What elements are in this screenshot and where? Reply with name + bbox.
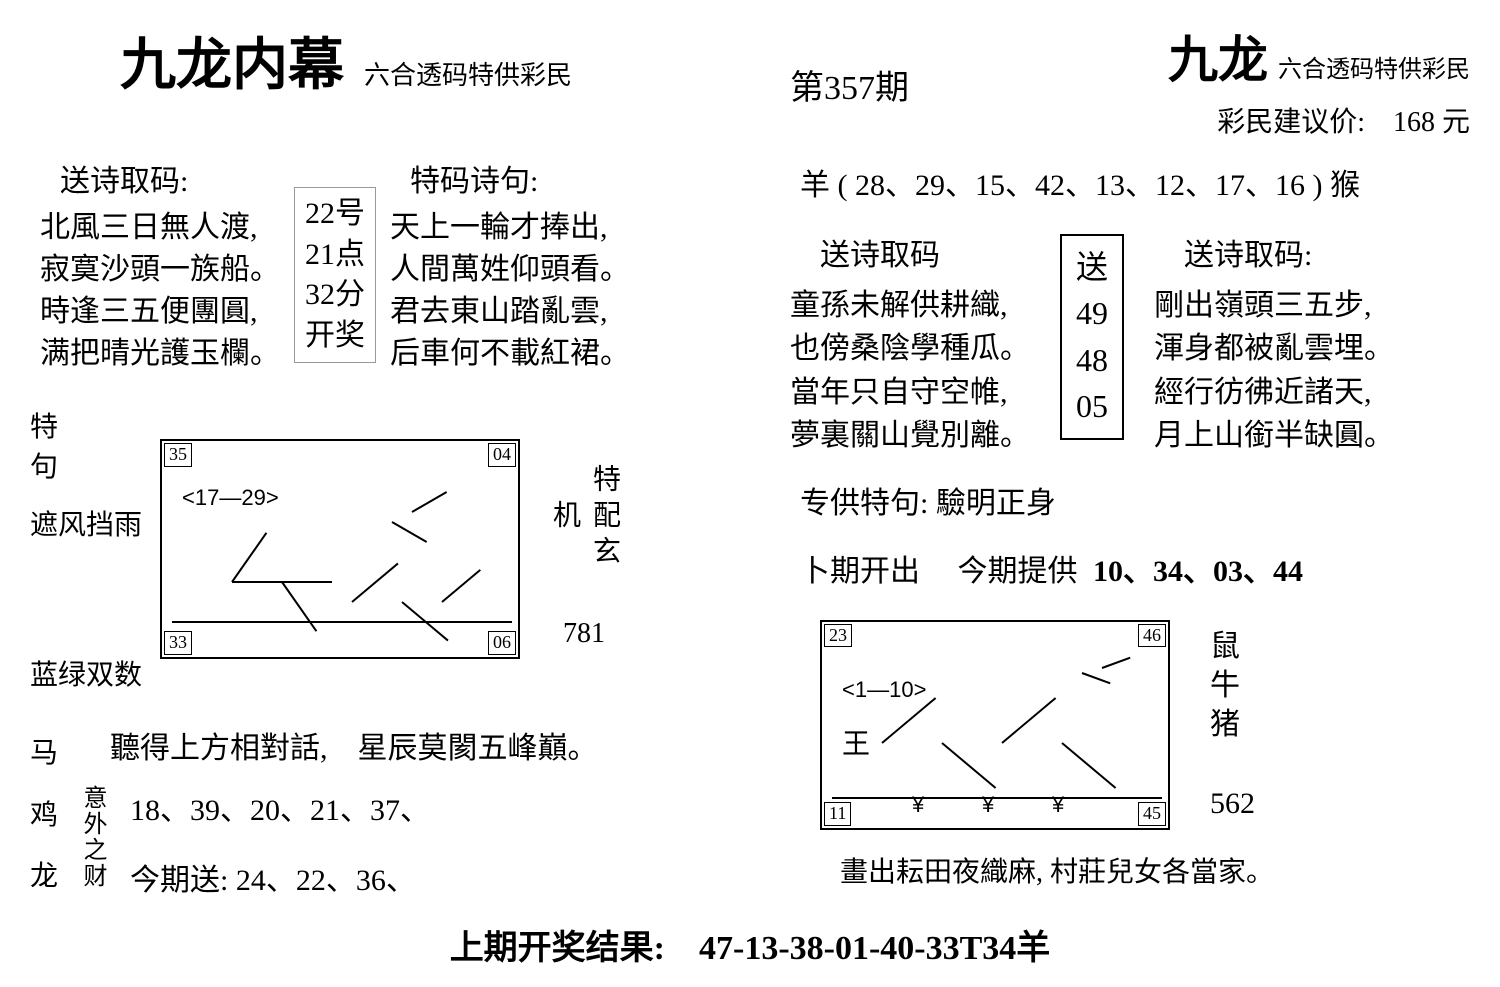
vlabel: 意外之财 xyxy=(80,785,104,925)
rscribble: <1—10> xyxy=(842,677,926,703)
corner-bl: 33 xyxy=(164,631,192,655)
poem-a-header: 送诗取码: xyxy=(60,161,280,203)
poem-a-l4: 满把晴光護玉欄。 xyxy=(40,333,280,375)
animal-c: 龙 xyxy=(30,846,80,908)
left-title: 九龙内幕 xyxy=(120,20,344,101)
poem-a: 送诗取码: 北風三日無人渡, 寂寞沙頭一族船。 時逢三五便團圓, 满把晴光護玉欄… xyxy=(40,161,280,375)
special-lbl: 专供特句: xyxy=(800,487,928,520)
brand-title: 九龙 xyxy=(1168,32,1268,88)
provide-nums: 10、34、03、44 xyxy=(1093,555,1303,588)
poem-a-l2: 寂寞沙頭一族船。 xyxy=(40,249,280,291)
ran-b: 牛 xyxy=(1210,666,1255,705)
side-right-num: 781 xyxy=(544,618,624,650)
rcorner-tl: 23 xyxy=(824,624,852,648)
rmid-b: 49 xyxy=(1076,290,1108,336)
rcorner-bl: 11 xyxy=(824,802,851,826)
right-side: 鼠 牛 猪 562 xyxy=(1210,627,1255,823)
right-midbox: 送 49 48 05 xyxy=(1060,234,1124,440)
mid-a: 22号 xyxy=(305,194,365,235)
poem-b-l1: 天上一輪才捧出, xyxy=(390,207,630,249)
brand: 九龙 六合透码特供彩民 彩民建议价: 168 元 xyxy=(1168,20,1470,140)
poem-d-header: 送诗取码: xyxy=(1184,234,1394,278)
animal-a: 马 xyxy=(30,723,80,785)
poem-b-l3: 君去東山踏亂雲, xyxy=(390,291,630,333)
ran-c: 猪 xyxy=(1210,705,1255,744)
numline: 羊 ( 28、29、15、42、13、12、17、16 ) 猴 xyxy=(800,160,1470,204)
left-side-labels: 特 句 遮风挡雨 蓝绿双数 xyxy=(30,405,160,693)
brand-sub: 六合透码特供彩民 xyxy=(1278,57,1470,83)
rmid-a: 送 xyxy=(1076,244,1108,290)
left-midbox: 22号 21点 32分 开奖 xyxy=(294,187,376,363)
poem-c-l4: 夢裏關山覺別離。 xyxy=(790,414,1030,458)
side-right-vert: 特配玄机 xyxy=(544,448,624,588)
poem-c-header: 送诗取码 xyxy=(820,234,1030,278)
bottom-line1: 聽得上方相對話, 星辰莫閡五峰巔。 xyxy=(110,723,720,767)
brand-price: 彩民建议价: 168 元 xyxy=(1168,100,1470,140)
sketch-y1: ¥ xyxy=(912,792,924,818)
mid-d: 开奖 xyxy=(305,316,365,357)
animals-col: 马 鸡 龙 xyxy=(30,723,80,925)
animal-b: 鸡 xyxy=(30,785,80,847)
sketch-y2: ¥ xyxy=(982,792,994,818)
poem-d-l2: 渾身都被亂雲埋。 xyxy=(1154,327,1394,371)
result-line: 上期开奖结果: 47-13-38-01-40-33T34羊 xyxy=(0,920,1500,969)
rcorner-tr: 46 xyxy=(1138,624,1166,648)
side-c: 蓝绿双数 xyxy=(30,653,160,693)
poem-c: 送诗取码 童孫未解供耕織, 也傍桑陰學種瓜。 當年只自守空帷, 夢裏關山覺別離。 xyxy=(790,234,1030,458)
sketch-y3: ¥ xyxy=(1052,792,1064,818)
right-side-num: 562 xyxy=(1210,784,1255,823)
provide-a: 卜期开出 xyxy=(800,555,920,588)
left-drawing: 35 04 33 06 <17—29> xyxy=(160,439,520,659)
bottom-send: 今期送: 24、22、36、 xyxy=(130,855,430,899)
corner-tr: 04 xyxy=(488,443,516,467)
poem-d: 送诗取码: 剛出嶺頭三五步, 渾身都被亂雲埋。 經行彷彿近諸天, 月上山銜半缺圓… xyxy=(1154,234,1394,458)
right-panel: 第357期 九龙 六合透码特供彩民 彩民建议价: 168 元 羊 ( 28、29… xyxy=(750,0,1500,987)
poem-d-l1: 剛出嶺頭三五步, xyxy=(1154,284,1394,328)
side-b: 遮风挡雨 xyxy=(30,503,160,543)
special-val: 驗明正身 xyxy=(936,487,1056,520)
ran-a: 鼠 xyxy=(1210,627,1255,666)
poem-b: 特码诗句: 天上一輪才捧出, 人間萬姓仰頭看。 君去東山踏亂雲, 后車何不載紅裙… xyxy=(390,161,630,375)
poem-a-l1: 北風三日無人渡, xyxy=(40,207,280,249)
sketch-char: 王 xyxy=(842,722,870,762)
right-caption: 畫出耘田夜織麻, 村莊兒女各當家。 xyxy=(840,850,1470,890)
corner-tl: 35 xyxy=(164,443,192,467)
corner-br: 06 xyxy=(488,631,516,655)
side-a: 特 句 xyxy=(30,405,160,485)
left-panel: 九龙内幕 六合透码特供彩民 送诗取码: 北風三日無人渡, 寂寞沙頭一族船。 時逢… xyxy=(0,0,750,987)
poem-c-l1: 童孫未解供耕織, xyxy=(790,284,1030,328)
rcorner-br: 45 xyxy=(1138,802,1166,826)
mid-b: 21点 xyxy=(305,235,365,276)
poem-b-l4: 后車何不載紅裙。 xyxy=(390,333,630,375)
rmid-c: 48 xyxy=(1076,337,1108,383)
bottom-nums: 18、39、20、21、37、 xyxy=(130,785,430,829)
poem-c-l2: 也傍桑陰學種瓜。 xyxy=(790,327,1030,371)
provide-line: 卜期开出 今期提供 10、34、03、44 xyxy=(800,546,1470,590)
poem-c-l3: 當年只自守空帷, xyxy=(790,371,1030,415)
right-drawing: 23 46 11 45 <1—10> 王 ¥ ¥ ¥ xyxy=(820,620,1170,830)
poem-d-l4: 月上山銜半缺圓。 xyxy=(1154,414,1394,458)
issue: 第357期 xyxy=(790,60,909,109)
special-line: 专供特句: 驗明正身 xyxy=(800,478,1470,522)
poem-d-l3: 經行彷彿近諸天, xyxy=(1154,371,1394,415)
mid-c: 32分 xyxy=(305,275,365,316)
poem-b-header: 特码诗句: xyxy=(410,161,630,203)
left-subtitle: 六合透码特供彩民 xyxy=(364,55,572,92)
provide-b: 今期提供 xyxy=(958,555,1078,588)
rmid-d: 05 xyxy=(1076,383,1108,429)
scribble-text: <17—29> xyxy=(182,485,279,511)
poem-b-l2: 人間萬姓仰頭看。 xyxy=(390,249,630,291)
left-side-right: 特配玄机 781 xyxy=(544,448,624,650)
poem-a-l3: 時逢三五便團圓, xyxy=(40,291,280,333)
